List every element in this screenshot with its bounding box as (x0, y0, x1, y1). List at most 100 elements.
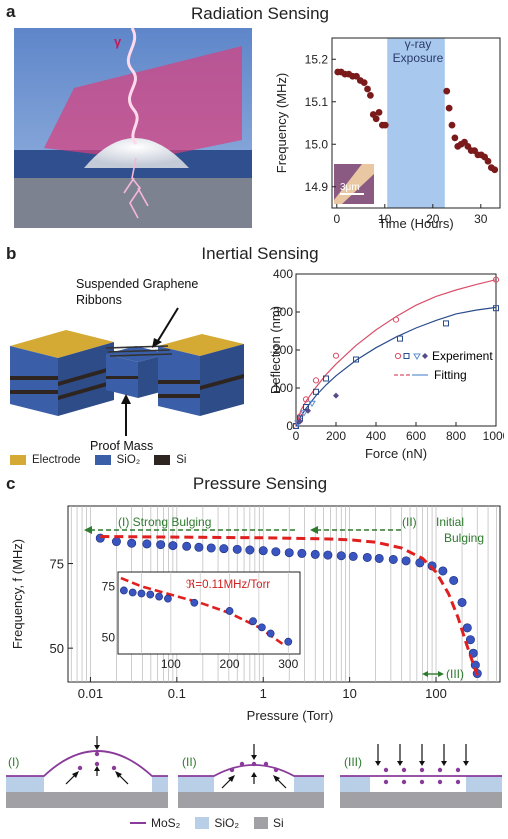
data-point (492, 276, 500, 283)
data-point (445, 104, 453, 112)
data-point (305, 407, 311, 414)
strong-bulging-annotation: (I) Strong Bulging (84, 515, 298, 534)
inset-data-point (164, 594, 172, 603)
mos2-swatch (130, 822, 146, 824)
data-point (313, 388, 319, 395)
data-point (449, 575, 459, 585)
y-tick-label: 300 (273, 305, 293, 319)
data-point (392, 316, 400, 323)
data-point (332, 352, 340, 359)
x-tick-label: 10 (342, 686, 356, 701)
exposure-label-line1: γ-ray (405, 37, 432, 51)
callout-ribbons-line2: Ribbons (76, 293, 122, 307)
x-tick-label: 100 (425, 686, 447, 701)
y-tick-label: 50 (50, 641, 64, 656)
data-point (284, 548, 294, 558)
data-point (219, 544, 229, 554)
chart-c-frame (67, 505, 501, 683)
y-tick-label: 14.9 (305, 180, 329, 194)
data-point (333, 392, 339, 399)
legend-electrode: Electrode (32, 454, 81, 466)
annotation-initial-bulging-line1: (II) (402, 515, 417, 529)
x-tick-label: 0 (293, 429, 300, 443)
sio2-swatch (94, 455, 111, 465)
x-tick-label: 1 (260, 686, 267, 701)
legend-si-c: Si (273, 816, 284, 830)
inset-data-point (190, 598, 199, 607)
bulging-schematics: (I) (II) (III) (6, 736, 502, 808)
materials-legend: Electrode SiO₂ Si (10, 454, 186, 466)
data-point (303, 404, 309, 410)
inset-y-tick-label: 50 (102, 631, 116, 645)
data-point (271, 547, 281, 557)
inset-data-point (249, 617, 257, 626)
data-point (364, 85, 371, 93)
inset-data-point (284, 637, 293, 646)
data-point (245, 545, 255, 555)
data-point (302, 396, 310, 403)
schematic-iii-label: (III) (344, 755, 362, 769)
annotation-iii: (III) (446, 667, 464, 681)
annotation-strong-bulging: (I) Strong Bulging (118, 515, 211, 529)
ribbons-arrow (155, 307, 179, 345)
data-point (353, 356, 359, 363)
bottom-legend: MoS₂ SiO₂ Si (130, 816, 284, 830)
data-point (443, 320, 449, 327)
y-tick-label: 0 (286, 419, 293, 433)
callout-proof-mass: Proof Mass (90, 439, 153, 452)
panel-b-letter: b (6, 244, 17, 263)
x-tick-label: 400 (366, 429, 386, 443)
initial-bulging-annotation: (II) Initial Bulging (310, 515, 484, 545)
inset-scalebar-label: 3μm (340, 182, 360, 193)
data-point (360, 79, 368, 87)
data-point (182, 541, 192, 551)
data-point (336, 551, 346, 561)
data-point (438, 566, 448, 576)
inset-data-point (225, 607, 234, 615)
data-point (457, 597, 467, 607)
data-point (451, 134, 459, 142)
exposure-label-line2: Exposure (393, 51, 444, 65)
x-tick-label: 30 (474, 212, 488, 226)
chart-a-frame (331, 37, 501, 209)
annotation-initial-bulging-line1b: Initial (436, 515, 464, 529)
data-point (258, 546, 268, 556)
chart-b-xlabel: Force (nN) (365, 446, 427, 461)
callout-ribbons-line1: Suspended Graphene (76, 277, 198, 291)
y-tick-label: 100 (273, 381, 293, 395)
data-point (484, 157, 492, 165)
y-tick-label: 200 (273, 343, 293, 357)
inertial-illustration: Suspended Graphene Ribbons Proof Mass (10, 277, 244, 452)
regime-iii-annotation: (III) (422, 667, 464, 681)
x-tick-label: 0.1 (168, 686, 186, 701)
si-swatch (154, 455, 171, 465)
inset-x-tick-label: 300 (278, 657, 298, 671)
y-tick-label: 15.0 (305, 137, 329, 151)
data-point (310, 549, 320, 559)
right-block (158, 334, 244, 416)
inset-annotation: ℜ=0.11MHz/Torr (186, 579, 270, 591)
legend-mos2: MoS₂ (151, 816, 181, 830)
radiation-chart: 3μm 0 10 20 30 14.9 15.0 15.1 15.2 γ-ray Exposu… (274, 37, 501, 231)
data-point (194, 542, 204, 552)
sio2-swatch-c (195, 817, 210, 829)
inset-frame (117, 571, 301, 655)
pressure-chart: 0.01 0.1 1 10 100 50 75 (I) Strong Bulging (II… (10, 505, 501, 723)
data-point (297, 548, 307, 558)
data-point (493, 305, 499, 312)
data-point (300, 410, 308, 417)
pressure-inset-chart: 100 200 300 50 75 ℜ=0.11MHz/Torr (102, 571, 301, 671)
inset-y-tick-label: 75 (102, 579, 116, 593)
data-point (142, 539, 152, 549)
inset-data-point (146, 590, 155, 599)
inset-data-point (137, 589, 146, 598)
data-point (465, 635, 475, 645)
y-tick-label: 15.2 (305, 52, 329, 66)
y-tick-label: 75 (50, 557, 64, 572)
data-point (312, 377, 320, 384)
fit-line-1 (295, 306, 497, 427)
y-tick-label: 15.1 (305, 95, 329, 109)
x-tick-label: 600 (406, 429, 426, 443)
data-point (323, 375, 329, 382)
